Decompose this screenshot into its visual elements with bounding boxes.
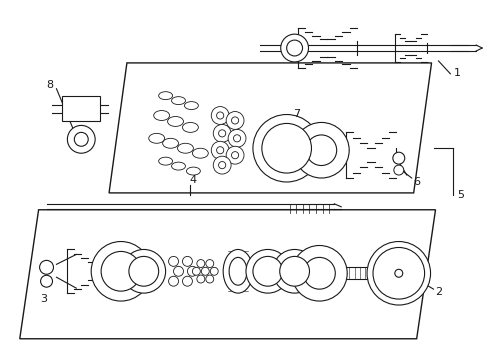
Ellipse shape — [177, 143, 193, 153]
Ellipse shape — [153, 111, 169, 121]
Circle shape — [394, 269, 402, 277]
Circle shape — [67, 125, 95, 153]
Circle shape — [218, 130, 225, 137]
Circle shape — [228, 129, 245, 147]
Ellipse shape — [171, 96, 185, 105]
Circle shape — [279, 256, 309, 286]
Circle shape — [366, 242, 429, 305]
Circle shape — [393, 165, 403, 175]
Text: 7: 7 — [292, 108, 300, 118]
Circle shape — [280, 34, 308, 62]
Circle shape — [41, 275, 52, 287]
Ellipse shape — [148, 133, 164, 143]
Circle shape — [197, 275, 204, 283]
Circle shape — [182, 276, 192, 286]
Circle shape — [216, 112, 224, 119]
Ellipse shape — [192, 148, 208, 158]
Circle shape — [213, 125, 231, 142]
Text: 4: 4 — [189, 175, 197, 185]
Circle shape — [252, 256, 282, 286]
Circle shape — [211, 141, 229, 159]
Circle shape — [305, 135, 336, 166]
Circle shape — [201, 267, 209, 275]
Circle shape — [245, 249, 289, 293]
Circle shape — [225, 146, 244, 164]
Circle shape — [231, 152, 238, 159]
Polygon shape — [109, 63, 431, 193]
Circle shape — [291, 246, 346, 301]
Circle shape — [192, 267, 200, 275]
Circle shape — [392, 152, 404, 164]
Text: 5: 5 — [456, 190, 463, 200]
Ellipse shape — [158, 92, 172, 100]
Circle shape — [272, 249, 316, 293]
Circle shape — [225, 112, 244, 129]
Circle shape — [40, 260, 53, 274]
Ellipse shape — [184, 102, 198, 109]
Text: 6: 6 — [412, 177, 419, 187]
Circle shape — [218, 162, 225, 169]
Circle shape — [182, 256, 192, 266]
Circle shape — [372, 247, 424, 299]
Circle shape — [286, 40, 302, 56]
Circle shape — [197, 260, 204, 267]
Circle shape — [293, 122, 348, 178]
Ellipse shape — [171, 162, 185, 170]
Circle shape — [303, 257, 335, 289]
Circle shape — [168, 276, 178, 286]
Text: 8: 8 — [46, 80, 53, 90]
Circle shape — [173, 266, 183, 276]
Circle shape — [205, 275, 213, 283]
Text: 3: 3 — [40, 294, 47, 304]
Circle shape — [122, 249, 165, 293]
Circle shape — [129, 256, 158, 286]
Ellipse shape — [186, 167, 200, 175]
Circle shape — [233, 135, 240, 142]
Circle shape — [231, 117, 238, 124]
Circle shape — [168, 256, 178, 266]
Circle shape — [205, 260, 213, 267]
Circle shape — [74, 132, 88, 146]
Circle shape — [216, 147, 224, 154]
Circle shape — [91, 242, 150, 301]
Ellipse shape — [167, 117, 183, 126]
Circle shape — [211, 107, 229, 125]
Circle shape — [213, 156, 231, 174]
Polygon shape — [20, 210, 435, 339]
Ellipse shape — [163, 138, 178, 148]
Circle shape — [187, 266, 197, 276]
Circle shape — [262, 123, 311, 173]
Text: 1: 1 — [452, 68, 459, 78]
Ellipse shape — [223, 249, 252, 293]
Circle shape — [252, 114, 320, 182]
Ellipse shape — [158, 157, 172, 165]
Text: 2: 2 — [434, 287, 441, 297]
Bar — [62, 96, 100, 121]
Circle shape — [210, 267, 218, 275]
Circle shape — [101, 251, 141, 291]
Ellipse shape — [182, 122, 198, 132]
Ellipse shape — [229, 257, 246, 285]
